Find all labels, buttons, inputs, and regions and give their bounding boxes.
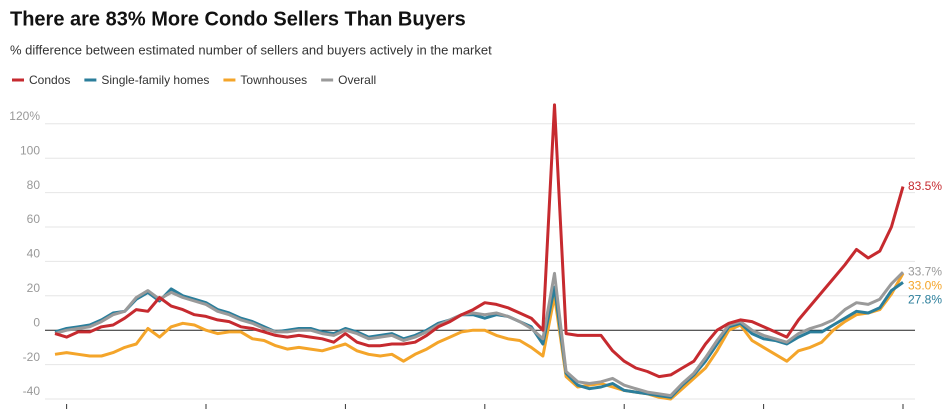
legend-label: Overall	[338, 73, 376, 87]
end-label: 27.8%	[908, 292, 942, 306]
y-tick-label: 60	[27, 212, 41, 226]
y-tick-label: -40	[23, 384, 41, 398]
end-label: 33.7%	[908, 264, 942, 278]
y-tick-label: 120%	[9, 109, 40, 123]
legend-label: Condos	[29, 73, 70, 87]
chart-subtitle: % difference between estimated number of…	[10, 42, 492, 57]
series-line	[54, 103, 905, 379]
series-line	[54, 281, 904, 399]
legend: Condos Single-family homes Townhouses Overa…	[12, 73, 376, 87]
y-tick-label: 20	[27, 281, 41, 295]
y-tick-label: -20	[23, 350, 41, 364]
chart-title: There are 83% More Condo Sellers Than Bu…	[10, 8, 466, 30]
legend-label: Single-family homes	[101, 73, 209, 87]
end-label: 83.5%	[908, 179, 942, 193]
end-label: 33.0%	[908, 278, 942, 292]
y-tick-label: 100	[20, 143, 40, 157]
y-tick-label: 80	[27, 178, 41, 192]
series-line	[54, 272, 905, 401]
series-line	[54, 271, 905, 398]
y-tick-label: 40	[27, 247, 41, 261]
legend-label: Townhouses	[240, 73, 307, 87]
y-tick-label: 0	[33, 315, 40, 329]
